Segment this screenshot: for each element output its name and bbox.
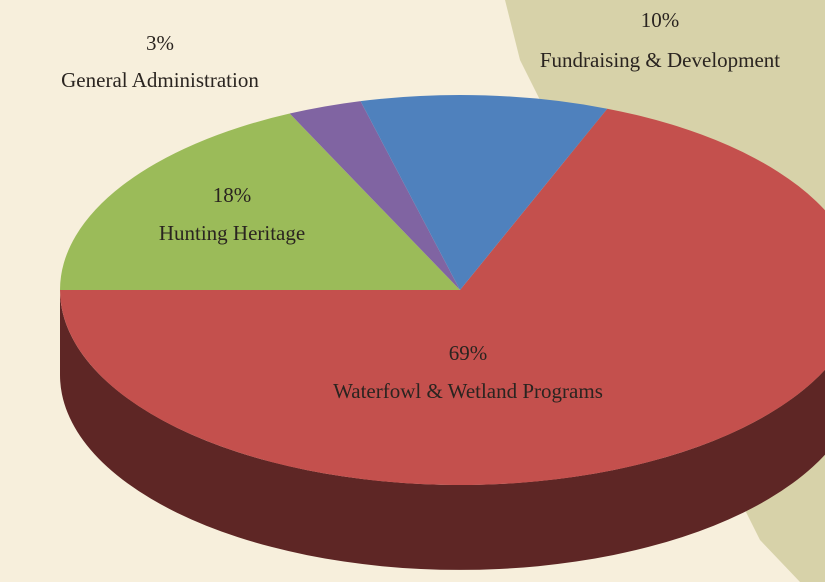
slice-side [60, 290, 825, 570]
slice-value-label: 18% [213, 183, 252, 207]
labels: 69% Waterfowl & Wetland Programs 18% Huntin… [61, 8, 780, 403]
slice-value-label: 69% [449, 341, 488, 365]
slice-label: Hunting Heritage [159, 221, 305, 245]
slice [60, 113, 460, 291]
pie [60, 95, 825, 570]
slice-label: General Administration [61, 68, 259, 92]
slice-value-label: 10% [641, 8, 680, 32]
slice [360, 95, 608, 291]
slice-label: Waterfowl & Wetland Programs [333, 379, 603, 403]
slice [289, 101, 460, 290]
slice-label: Fundraising & Development [540, 48, 780, 72]
slice-value-label: 3% [146, 31, 174, 55]
slice [60, 108, 825, 486]
